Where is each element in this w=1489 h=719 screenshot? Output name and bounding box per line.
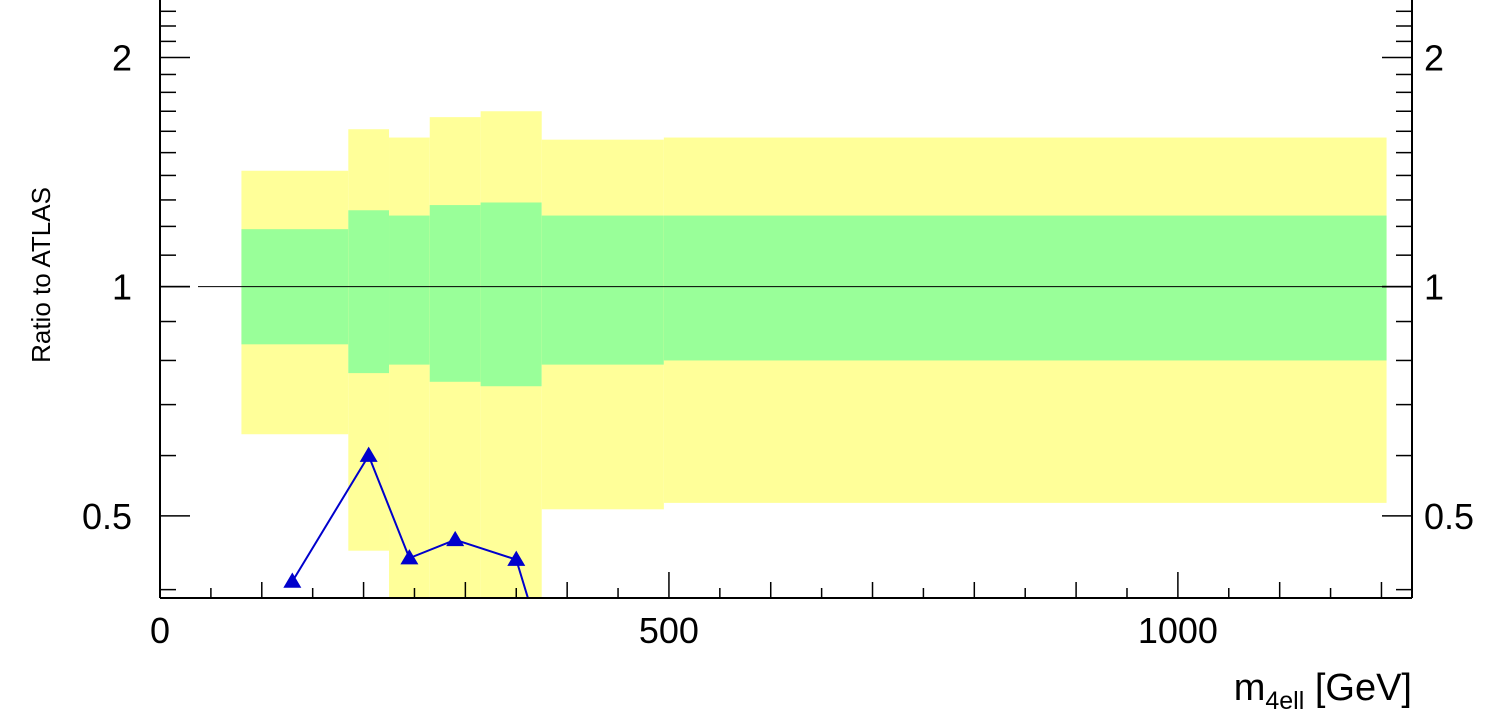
data-point-3 <box>400 549 419 565</box>
y-tick-label-right: 1 <box>1424 267 1444 308</box>
x-tick-label: 0 <box>150 610 170 651</box>
inner-band-bin-2 <box>348 210 390 374</box>
x-axis-label-main: m <box>1234 667 1266 709</box>
x-axis-label-unit: [GeV] <box>1304 667 1412 709</box>
data-point-5 <box>507 550 526 566</box>
axes-frame <box>159 0 1413 599</box>
data-point-2 <box>359 446 378 462</box>
inner-band-bin-3 <box>389 215 430 365</box>
x-axis-label-subscript: 4ell <box>1265 687 1304 715</box>
y-tick-label-right: 2 <box>1424 38 1444 79</box>
inner-band-bin-6 <box>541 215 664 365</box>
y-axis-label: Ratio to ATLAS <box>26 187 56 363</box>
data-series <box>283 446 551 649</box>
y-tick-label-left: 0.5 <box>82 496 132 537</box>
data-point-6 <box>533 634 551 649</box>
uncertainty-bands <box>241 111 1387 598</box>
y-tick-label-left: 1 <box>112 267 132 308</box>
inner-band-bin-5 <box>480 202 542 387</box>
axis-ticks: 0 500 1000 0.5 0.5 1 1 2 2 <box>82 10 1474 651</box>
data-point-1 <box>283 572 302 588</box>
data-point-4 <box>446 530 465 547</box>
inner-band-bin-7 <box>663 215 1387 361</box>
x-axis-label: m4ell [GeV] <box>1234 667 1412 715</box>
inner-band-bin-4 <box>429 205 481 382</box>
y-tick-label-left: 2 <box>112 38 132 79</box>
outer-band-bin-3 <box>389 137 430 598</box>
y-tick-label-right: 0.5 <box>1424 496 1474 537</box>
x-tick-label: 1000 <box>1138 610 1218 651</box>
series-line <box>291 453 529 598</box>
x-tick-label: 500 <box>639 610 699 651</box>
